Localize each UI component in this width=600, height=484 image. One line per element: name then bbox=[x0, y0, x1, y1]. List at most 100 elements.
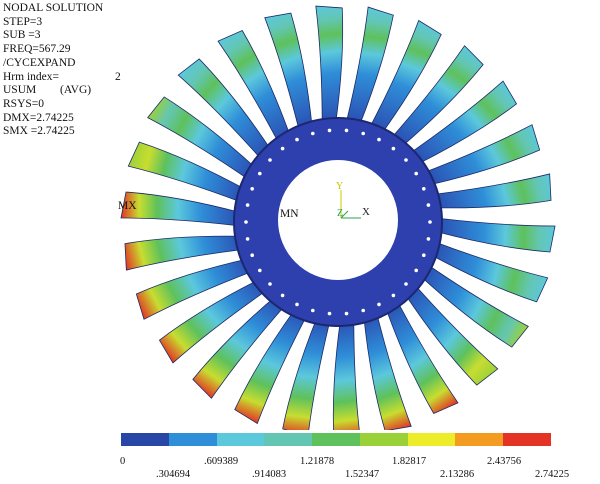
legend-color-1 bbox=[168, 433, 218, 446]
center-bore bbox=[278, 160, 398, 280]
bolt-hole bbox=[327, 128, 332, 133]
step-label: STEP=3 bbox=[3, 15, 43, 28]
blade-17 bbox=[177, 58, 273, 161]
bolt-hole bbox=[422, 253, 426, 257]
blade-13 bbox=[124, 235, 245, 271]
sub-label: SUB =3 bbox=[3, 29, 41, 42]
blade-5 bbox=[384, 299, 459, 415]
z-axis-label: Z bbox=[337, 208, 343, 219]
legend-label-8: 2.43756 bbox=[487, 456, 522, 467]
blade-25 bbox=[422, 124, 541, 186]
x-axis-label: X bbox=[362, 206, 370, 218]
smx-label: SMX =2.74225 bbox=[3, 125, 75, 138]
blade-16 bbox=[147, 96, 258, 181]
bolt-hole bbox=[361, 131, 366, 136]
bolt-hole bbox=[391, 146, 396, 151]
coordinate-triad: Y Z X bbox=[336, 181, 370, 219]
usum-row: USUM (AVG) bbox=[3, 84, 103, 98]
blade bbox=[345, 6, 394, 129]
legend-label-5: 1.52347 bbox=[345, 469, 380, 480]
info-panel: NODAL SOLUTION STEP=3 SUB =3 FREQ=567.29… bbox=[3, 2, 121, 139]
y-axis-label: Y bbox=[336, 181, 343, 192]
legend-label-3: .914083 bbox=[252, 469, 287, 480]
legend-color-3 bbox=[264, 433, 313, 446]
bolt-hole bbox=[258, 268, 262, 273]
blade-22 bbox=[368, 19, 442, 136]
hrm-value: 2 bbox=[115, 70, 121, 83]
blade bbox=[158, 278, 268, 364]
blade bbox=[234, 308, 308, 425]
bolt-hole bbox=[377, 137, 381, 142]
blade-19 bbox=[264, 12, 313, 133]
bolt-hole bbox=[361, 308, 366, 313]
blade bbox=[431, 173, 552, 209]
bolt-hole bbox=[414, 268, 419, 273]
blade bbox=[315, 5, 344, 127]
blade-10 bbox=[192, 295, 287, 399]
z-axis-line bbox=[340, 210, 349, 219]
blade bbox=[433, 217, 556, 253]
bolt-hole bbox=[280, 293, 285, 298]
blade bbox=[135, 258, 254, 320]
blade-18 bbox=[217, 29, 292, 145]
blade-7 bbox=[332, 317, 361, 430]
blade bbox=[389, 45, 484, 149]
freq-label: FREQ=567.29 bbox=[3, 43, 71, 56]
blade bbox=[120, 191, 243, 227]
bolt-hole bbox=[422, 187, 426, 191]
blade-14 bbox=[120, 191, 243, 227]
blade bbox=[282, 315, 331, 430]
bolt-hole bbox=[426, 237, 431, 241]
legend-label-1: .304694 bbox=[156, 469, 191, 480]
bolt-hole bbox=[268, 158, 272, 162]
blade-11 bbox=[158, 278, 268, 364]
blade-20 bbox=[315, 5, 344, 127]
legend-label-0: 0 bbox=[120, 456, 126, 467]
blade bbox=[363, 311, 412, 430]
bolt-hole bbox=[295, 302, 299, 307]
blade-3 bbox=[418, 263, 529, 348]
bolt-hole bbox=[280, 146, 285, 151]
legend-color-2 bbox=[216, 433, 265, 446]
blade bbox=[127, 141, 248, 203]
bolt-hole bbox=[377, 302, 381, 307]
blade-8 bbox=[282, 315, 331, 430]
blade-26 bbox=[431, 173, 552, 209]
blade-23 bbox=[389, 45, 484, 149]
blade bbox=[422, 124, 541, 186]
bolt-hole bbox=[327, 311, 332, 316]
blade bbox=[177, 58, 273, 161]
bolt-hole bbox=[428, 220, 432, 224]
blade bbox=[384, 299, 459, 415]
bolt-hole bbox=[245, 237, 250, 241]
cycexpand-label: /CYCEXPAND bbox=[3, 56, 76, 69]
blade bbox=[368, 19, 442, 136]
usum-avg: (AVG) bbox=[60, 84, 92, 97]
blade bbox=[217, 29, 292, 145]
bolt-hole bbox=[404, 282, 408, 286]
min-marker-label: MN bbox=[280, 208, 299, 220]
bolt-hole bbox=[245, 203, 250, 207]
legend-label-9: 2.74225 bbox=[535, 469, 570, 480]
blade bbox=[418, 263, 529, 348]
legend-label-2: .609389 bbox=[204, 456, 239, 467]
blade bbox=[147, 96, 258, 181]
blade-24 bbox=[408, 80, 518, 166]
legend-color-6 bbox=[407, 433, 456, 446]
bolt-hole bbox=[311, 308, 315, 313]
bolt-hole bbox=[244, 220, 248, 224]
bolt-hole-ring bbox=[244, 128, 432, 316]
max-marker-label: MX bbox=[118, 200, 137, 212]
bolt-hole bbox=[404, 158, 408, 162]
bolt-hole bbox=[344, 128, 349, 133]
legend-label-4: 1.21878 bbox=[300, 456, 335, 467]
blade bbox=[408, 80, 518, 166]
legend-label-7: 2.13286 bbox=[440, 469, 475, 480]
bolt-hole bbox=[250, 253, 254, 257]
blade bbox=[428, 241, 549, 303]
bolt-hole bbox=[426, 203, 431, 207]
blade-21 bbox=[345, 6, 394, 129]
blade bbox=[403, 283, 499, 386]
hrm-row: Hrm index= 2 bbox=[3, 71, 121, 85]
blade bbox=[192, 295, 287, 399]
